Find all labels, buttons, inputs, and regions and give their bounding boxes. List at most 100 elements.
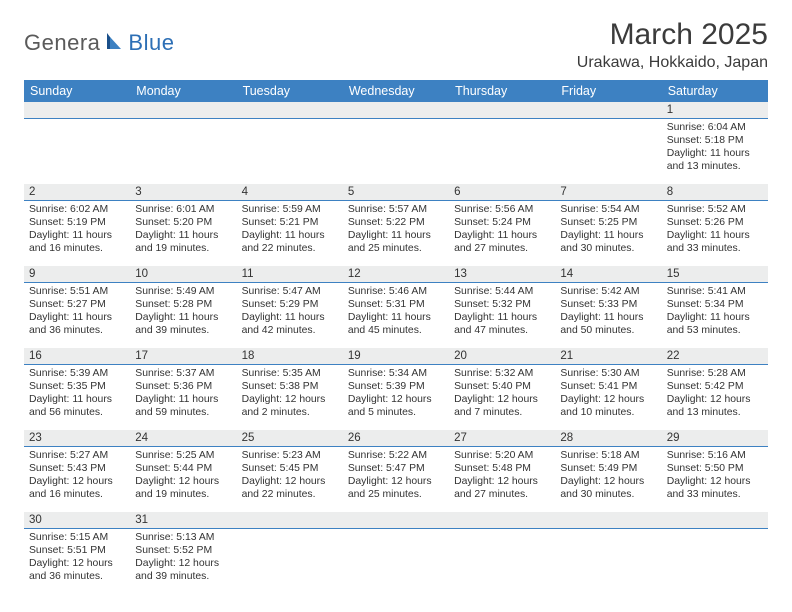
sunrise-line: Sunrise: 5:46 AM — [348, 285, 444, 298]
calendar-day-cell: 3Sunrise: 6:01 AMSunset: 5:20 PMDaylight… — [130, 184, 236, 266]
daylight-line-2: and 36 minutes. — [29, 570, 125, 583]
day-details: Sunrise: 5:37 AMSunset: 5:36 PMDaylight:… — [130, 365, 236, 423]
calendar-day-cell — [130, 102, 236, 184]
weekday-header: Wednesday — [343, 80, 449, 102]
daylight-line-2: and 19 minutes. — [135, 242, 231, 255]
day-details: Sunrise: 5:27 AMSunset: 5:43 PMDaylight:… — [24, 447, 130, 505]
calendar-day-cell: 26Sunrise: 5:22 AMSunset: 5:47 PMDayligh… — [343, 430, 449, 512]
day-number: 23 — [24, 430, 130, 447]
calendar-day-cell: 29Sunrise: 5:16 AMSunset: 5:50 PMDayligh… — [662, 430, 768, 512]
day-number: 16 — [24, 348, 130, 365]
sunset-line: Sunset: 5:51 PM — [29, 544, 125, 557]
daylight-line-2: and 2 minutes. — [242, 406, 338, 419]
sunset-line: Sunset: 5:27 PM — [29, 298, 125, 311]
day-number: 11 — [237, 266, 343, 283]
calendar-day-cell: 7Sunrise: 5:54 AMSunset: 5:25 PMDaylight… — [555, 184, 661, 266]
logo-sail-icon — [105, 31, 125, 56]
day-details: Sunrise: 5:44 AMSunset: 5:32 PMDaylight:… — [449, 283, 555, 341]
daylight-line-1: Daylight: 12 hours — [667, 475, 763, 488]
calendar-day-cell: 9Sunrise: 5:51 AMSunset: 5:27 PMDaylight… — [24, 266, 130, 348]
sunrise-line: Sunrise: 5:54 AM — [560, 203, 656, 216]
sunset-line: Sunset: 5:41 PM — [560, 380, 656, 393]
sunset-line: Sunset: 5:34 PM — [667, 298, 763, 311]
day-details: Sunrise: 5:30 AMSunset: 5:41 PMDaylight:… — [555, 365, 661, 423]
sunrise-line: Sunrise: 5:56 AM — [454, 203, 550, 216]
sunrise-line: Sunrise: 5:28 AM — [667, 367, 763, 380]
calendar-week-row: 30Sunrise: 5:15 AMSunset: 5:51 PMDayligh… — [24, 512, 768, 594]
month-title: March 2025 — [577, 18, 768, 52]
day-number: 6 — [449, 184, 555, 201]
calendar-day-cell: 31Sunrise: 5:13 AMSunset: 5:52 PMDayligh… — [130, 512, 236, 594]
sunset-line: Sunset: 5:47 PM — [348, 462, 444, 475]
sunset-line: Sunset: 5:32 PM — [454, 298, 550, 311]
daylight-line-2: and 13 minutes. — [667, 160, 763, 173]
calendar-day-cell: 16Sunrise: 5:39 AMSunset: 5:35 PMDayligh… — [24, 348, 130, 430]
weekday-header: Monday — [130, 80, 236, 102]
day-number-bar — [343, 512, 449, 529]
day-number: 28 — [555, 430, 661, 447]
day-details: Sunrise: 6:04 AMSunset: 5:18 PMDaylight:… — [662, 119, 768, 177]
daylight-line-1: Daylight: 11 hours — [29, 229, 125, 242]
sunrise-line: Sunrise: 5:16 AM — [667, 449, 763, 462]
daylight-line-1: Daylight: 11 hours — [667, 229, 763, 242]
daylight-line-1: Daylight: 11 hours — [348, 311, 444, 324]
daylight-line-1: Daylight: 12 hours — [242, 475, 338, 488]
day-details: Sunrise: 5:57 AMSunset: 5:22 PMDaylight:… — [343, 201, 449, 259]
daylight-line-2: and 59 minutes. — [135, 406, 231, 419]
day-number: 14 — [555, 266, 661, 283]
sunrise-line: Sunrise: 5:39 AM — [29, 367, 125, 380]
day-number: 27 — [449, 430, 555, 447]
calendar-day-cell: 2Sunrise: 6:02 AMSunset: 5:19 PMDaylight… — [24, 184, 130, 266]
sunset-line: Sunset: 5:45 PM — [242, 462, 338, 475]
daylight-line-2: and 47 minutes. — [454, 324, 550, 337]
day-number: 13 — [449, 266, 555, 283]
daylight-line-1: Daylight: 11 hours — [667, 147, 763, 160]
sunset-line: Sunset: 5:36 PM — [135, 380, 231, 393]
day-number-bar — [555, 102, 661, 119]
daylight-line-2: and 30 minutes. — [560, 242, 656, 255]
sunrise-line: Sunrise: 6:04 AM — [667, 121, 763, 134]
calendar-day-cell — [237, 102, 343, 184]
daylight-line-2: and 33 minutes. — [667, 488, 763, 501]
day-details: Sunrise: 5:23 AMSunset: 5:45 PMDaylight:… — [237, 447, 343, 505]
calendar-day-cell: 23Sunrise: 5:27 AMSunset: 5:43 PMDayligh… — [24, 430, 130, 512]
sunrise-line: Sunrise: 5:22 AM — [348, 449, 444, 462]
daylight-line-1: Daylight: 12 hours — [135, 475, 231, 488]
calendar-day-cell: 12Sunrise: 5:46 AMSunset: 5:31 PMDayligh… — [343, 266, 449, 348]
sunset-line: Sunset: 5:29 PM — [242, 298, 338, 311]
calendar-day-cell: 21Sunrise: 5:30 AMSunset: 5:41 PMDayligh… — [555, 348, 661, 430]
daylight-line-1: Daylight: 12 hours — [29, 475, 125, 488]
calendar-day-cell: 24Sunrise: 5:25 AMSunset: 5:44 PMDayligh… — [130, 430, 236, 512]
calendar-page: Genera Blue March 2025 Urakawa, Hokkaido… — [0, 0, 792, 604]
calendar-day-cell: 20Sunrise: 5:32 AMSunset: 5:40 PMDayligh… — [449, 348, 555, 430]
day-number: 22 — [662, 348, 768, 365]
daylight-line-2: and 25 minutes. — [348, 242, 444, 255]
calendar-day-cell: 14Sunrise: 5:42 AMSunset: 5:33 PMDayligh… — [555, 266, 661, 348]
day-number: 19 — [343, 348, 449, 365]
daylight-line-1: Daylight: 11 hours — [560, 229, 656, 242]
sunrise-line: Sunrise: 5:13 AM — [135, 531, 231, 544]
daylight-line-1: Daylight: 12 hours — [560, 475, 656, 488]
weekday-header: Sunday — [24, 80, 130, 102]
daylight-line-2: and 45 minutes. — [348, 324, 444, 337]
daylight-line-1: Daylight: 12 hours — [135, 557, 231, 570]
day-number: 4 — [237, 184, 343, 201]
daylight-line-1: Daylight: 11 hours — [454, 229, 550, 242]
sunset-line: Sunset: 5:19 PM — [29, 216, 125, 229]
day-number: 18 — [237, 348, 343, 365]
day-details: Sunrise: 5:49 AMSunset: 5:28 PMDaylight:… — [130, 283, 236, 341]
day-number: 29 — [662, 430, 768, 447]
sunset-line: Sunset: 5:39 PM — [348, 380, 444, 393]
sunrise-line: Sunrise: 5:52 AM — [667, 203, 763, 216]
day-number-bar — [555, 512, 661, 529]
daylight-line-1: Daylight: 11 hours — [242, 311, 338, 324]
weekday-header: Tuesday — [237, 80, 343, 102]
daylight-line-1: Daylight: 12 hours — [348, 475, 444, 488]
day-details: Sunrise: 6:01 AMSunset: 5:20 PMDaylight:… — [130, 201, 236, 259]
calendar-day-cell — [555, 102, 661, 184]
day-number-bar — [449, 102, 555, 119]
day-details: Sunrise: 5:13 AMSunset: 5:52 PMDaylight:… — [130, 529, 236, 587]
day-number: 15 — [662, 266, 768, 283]
sunset-line: Sunset: 5:28 PM — [135, 298, 231, 311]
calendar-day-cell: 28Sunrise: 5:18 AMSunset: 5:49 PMDayligh… — [555, 430, 661, 512]
